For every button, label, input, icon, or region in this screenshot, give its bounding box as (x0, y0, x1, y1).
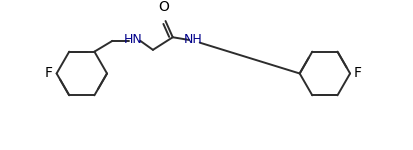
Text: NH: NH (184, 33, 203, 46)
Text: F: F (354, 66, 362, 81)
Text: F: F (45, 66, 53, 81)
Text: HN: HN (124, 33, 142, 46)
Text: O: O (158, 0, 169, 14)
